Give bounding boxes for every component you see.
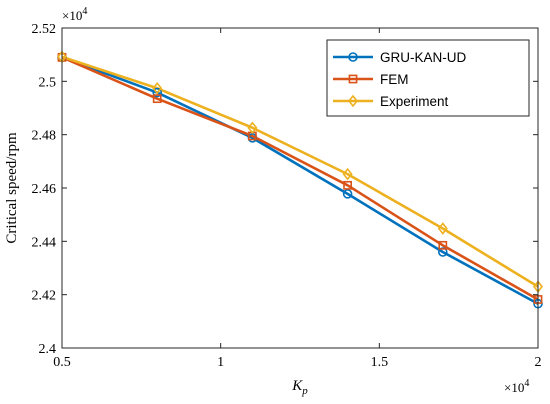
data-point-gru-kan-ud (437, 247, 448, 257)
y-tick-label: 2.46 (32, 182, 57, 197)
data-point-experiment (247, 121, 258, 135)
y-tick-label: 2.4 (39, 342, 57, 357)
series-layer (56, 50, 544, 309)
y-tick-label: 2.42 (32, 289, 57, 304)
x-tick-label: 1.5 (371, 355, 389, 370)
ticks-layer: 0.5 1 1.5 2 2.4 2.42 2.44 2.46 2.48 2.5 2.52 (32, 22, 542, 370)
x-tick-label: 0.5 (53, 355, 71, 370)
y-tick-label: 2.48 (32, 129, 57, 144)
y-axis-title: Critical speed/rpm (4, 132, 20, 244)
legend-label-gru-kan-ud: GRU-KAN-UD (380, 50, 466, 65)
y-tick-label: 2.44 (32, 235, 57, 250)
legend-box (326, 39, 530, 117)
legend-label-fem: FEM (380, 72, 409, 87)
data-point-fem (343, 180, 352, 190)
y-tick-label: 2.52 (32, 22, 57, 37)
y-axis-multiplier: ×104 (62, 6, 87, 23)
series-line-fem (61, 56, 539, 301)
data-point-experiment (342, 167, 353, 181)
data-point-gru-kan-ud (152, 87, 162, 98)
data-point-experiment (437, 222, 448, 235)
series-line-experiment (61, 55, 539, 288)
legend-marker-experiment (347, 94, 359, 108)
y-tick-label: 2.5 (39, 75, 57, 90)
x-tick-label: 1 (217, 355, 224, 370)
legend-marker-fem (348, 74, 358, 84)
legend: GRU-KAN-UD FEM Experiment (326, 39, 530, 117)
series-line-gru-kan-ud (61, 56, 539, 305)
data-point-experiment (152, 81, 163, 95)
data-point-gru-kan-ud (342, 189, 353, 199)
legend-items: GRU-KAN-UD FEM Experiment (333, 50, 466, 109)
data-point-fem (438, 240, 448, 250)
legend-marker-gru-kan-ud (348, 52, 358, 62)
legend-label-experiment: Experiment (380, 94, 449, 109)
x-axis-multiplier: ×104 (504, 378, 529, 395)
x-tick-label: 2 (535, 355, 542, 370)
data-point-fem (152, 94, 162, 104)
x-axis-title: Kp (291, 378, 308, 397)
